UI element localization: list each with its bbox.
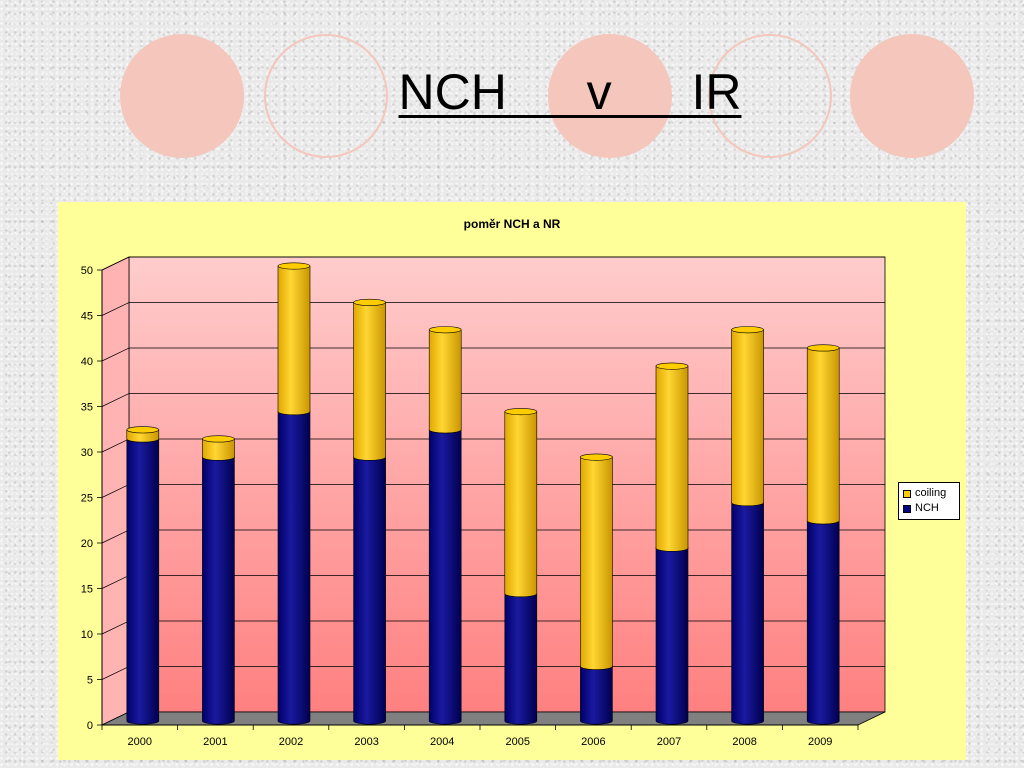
gridline	[101, 393, 885, 407]
x-tick-label: 2006	[581, 736, 605, 748]
bar-nch-2001	[202, 453, 235, 725]
bar-nch-2001-body	[202, 456, 235, 725]
legend-item-nch: NCH	[903, 501, 959, 516]
bar-coiling-2008-cap	[731, 326, 764, 334]
bar-coiling-2009-cap	[806, 344, 840, 352]
y-tick-label: 25	[81, 493, 93, 505]
bar-coiling-2008	[731, 326, 764, 507]
decor-circle-filled-3	[850, 34, 974, 158]
chart-panel: poměr NCH a NR 0 5 10 15 20 25 30 35 40 45 50 2000 2…	[58, 202, 966, 760]
bar-nch-2009	[806, 517, 840, 725]
legend-swatch-nch	[903, 504, 911, 513]
y-tick-label: 5	[87, 675, 93, 687]
bar-coiling-2001	[202, 435, 235, 461]
bar-nch-2000	[126, 435, 160, 725]
bar-coiling-2008-body	[731, 329, 764, 507]
chart-title: poměr NCH a NR	[464, 217, 561, 231]
legend: coiling NCH	[898, 482, 960, 520]
bar-coiling-2007-body	[655, 365, 689, 552]
bar-nch-2006	[580, 662, 613, 725]
decor-circle-filled-2	[548, 34, 672, 158]
bar-coiling-2004	[428, 326, 462, 434]
y-tick-label: 35	[81, 402, 93, 414]
legend-item-coiling: coiling	[903, 486, 959, 501]
chart-svg: poměr NCH a NR 0 5 10 15 20 25 30 35 40 45 50 2000 2…	[81, 217, 886, 748]
gridline	[101, 302, 885, 316]
bar-coiling-2007-cap	[655, 362, 689, 370]
bar-coiling-2000	[126, 426, 160, 443]
y-tick-label: 40	[81, 356, 93, 368]
bar-coiling-2005-body	[504, 411, 538, 598]
legend-label-nch: NCH	[915, 502, 939, 514]
gridline	[101, 256, 885, 271]
x-tick-label: 2002	[279, 736, 303, 748]
x-tick-label: 2000	[128, 736, 152, 748]
legend-label-coiling: coiling	[915, 487, 947, 499]
bar-nch-2002-body	[277, 411, 311, 725]
bar-nch-2005	[504, 590, 538, 725]
bar-coiling-2003-cap	[353, 298, 386, 306]
bar-nch-2007	[655, 544, 689, 725]
chart-axes: 0 5 10 15 20 25 30 35 40 45 50 2000 2001 2002 2003 2004…	[81, 265, 859, 748]
bar-nch-2005-body	[504, 593, 538, 725]
bar-nch-2003	[353, 453, 386, 725]
bar-coiling-2004-cap	[428, 326, 462, 334]
bar-coiling-2006-cap	[580, 453, 613, 461]
y-tick-label: 10	[81, 629, 93, 641]
x-tick-label: 2008	[732, 736, 756, 748]
page-title: NCH v IR	[398, 64, 742, 120]
bar-nch-2004	[428, 426, 462, 725]
x-tick-label: 2003	[354, 736, 378, 748]
decor-circle-filled-1	[120, 34, 244, 158]
bar-nch-2002	[277, 408, 311, 725]
bar-nch-2008-body	[731, 502, 764, 725]
legend-swatch-coiling	[903, 489, 911, 498]
bar-coiling-2001-body	[202, 438, 235, 461]
bar-coiling-2003	[353, 298, 386, 461]
bar-nch-2009-body	[806, 520, 840, 725]
decor-circle-ring-1	[264, 34, 388, 158]
y-tick-label: 50	[81, 265, 93, 277]
x-tick-label: 2009	[808, 736, 832, 748]
bar-coiling-2006	[580, 453, 613, 670]
bar-coiling-2002-body	[277, 265, 311, 416]
bar-coiling-2005	[504, 408, 538, 598]
x-tick-label: 2004	[430, 736, 454, 748]
y-tick-label: 15	[81, 584, 93, 596]
y-tick-label: 30	[81, 447, 93, 459]
y-tick-label: 0	[87, 720, 93, 732]
bar-coiling-2000-cap	[126, 426, 160, 434]
bar-nch-2000-body	[126, 438, 160, 725]
y-tick-label: 20	[81, 538, 93, 550]
bar-coiling-2009-body	[806, 347, 840, 525]
bar-coiling-2009	[806, 344, 840, 525]
bar-coiling-2007	[655, 362, 689, 552]
bar-nch-2008	[731, 499, 764, 725]
x-tick-label: 2007	[657, 736, 681, 748]
bar-coiling-2001-cap	[202, 435, 235, 443]
bar-coiling-2002-cap	[277, 262, 311, 270]
x-tick-label: 2001	[203, 736, 227, 748]
bar-coiling-2005-cap	[504, 408, 538, 416]
bar-coiling-2003-body	[353, 302, 386, 461]
bar-nch-2006-body	[580, 666, 613, 725]
bar-coiling-2006-body	[580, 456, 613, 670]
chart-bars	[126, 262, 840, 725]
gridline	[101, 347, 885, 362]
decor-circle-ring-2	[708, 34, 832, 158]
bar-nch-2007-body	[655, 547, 689, 725]
x-tick-label: 2005	[506, 736, 530, 748]
bar-coiling-2002	[277, 262, 311, 416]
bar-coiling-2004-body	[428, 329, 462, 434]
y-tick-label: 45	[81, 311, 93, 323]
bar-nch-2004-body	[428, 429, 462, 725]
bar-nch-2003-body	[353, 456, 386, 725]
